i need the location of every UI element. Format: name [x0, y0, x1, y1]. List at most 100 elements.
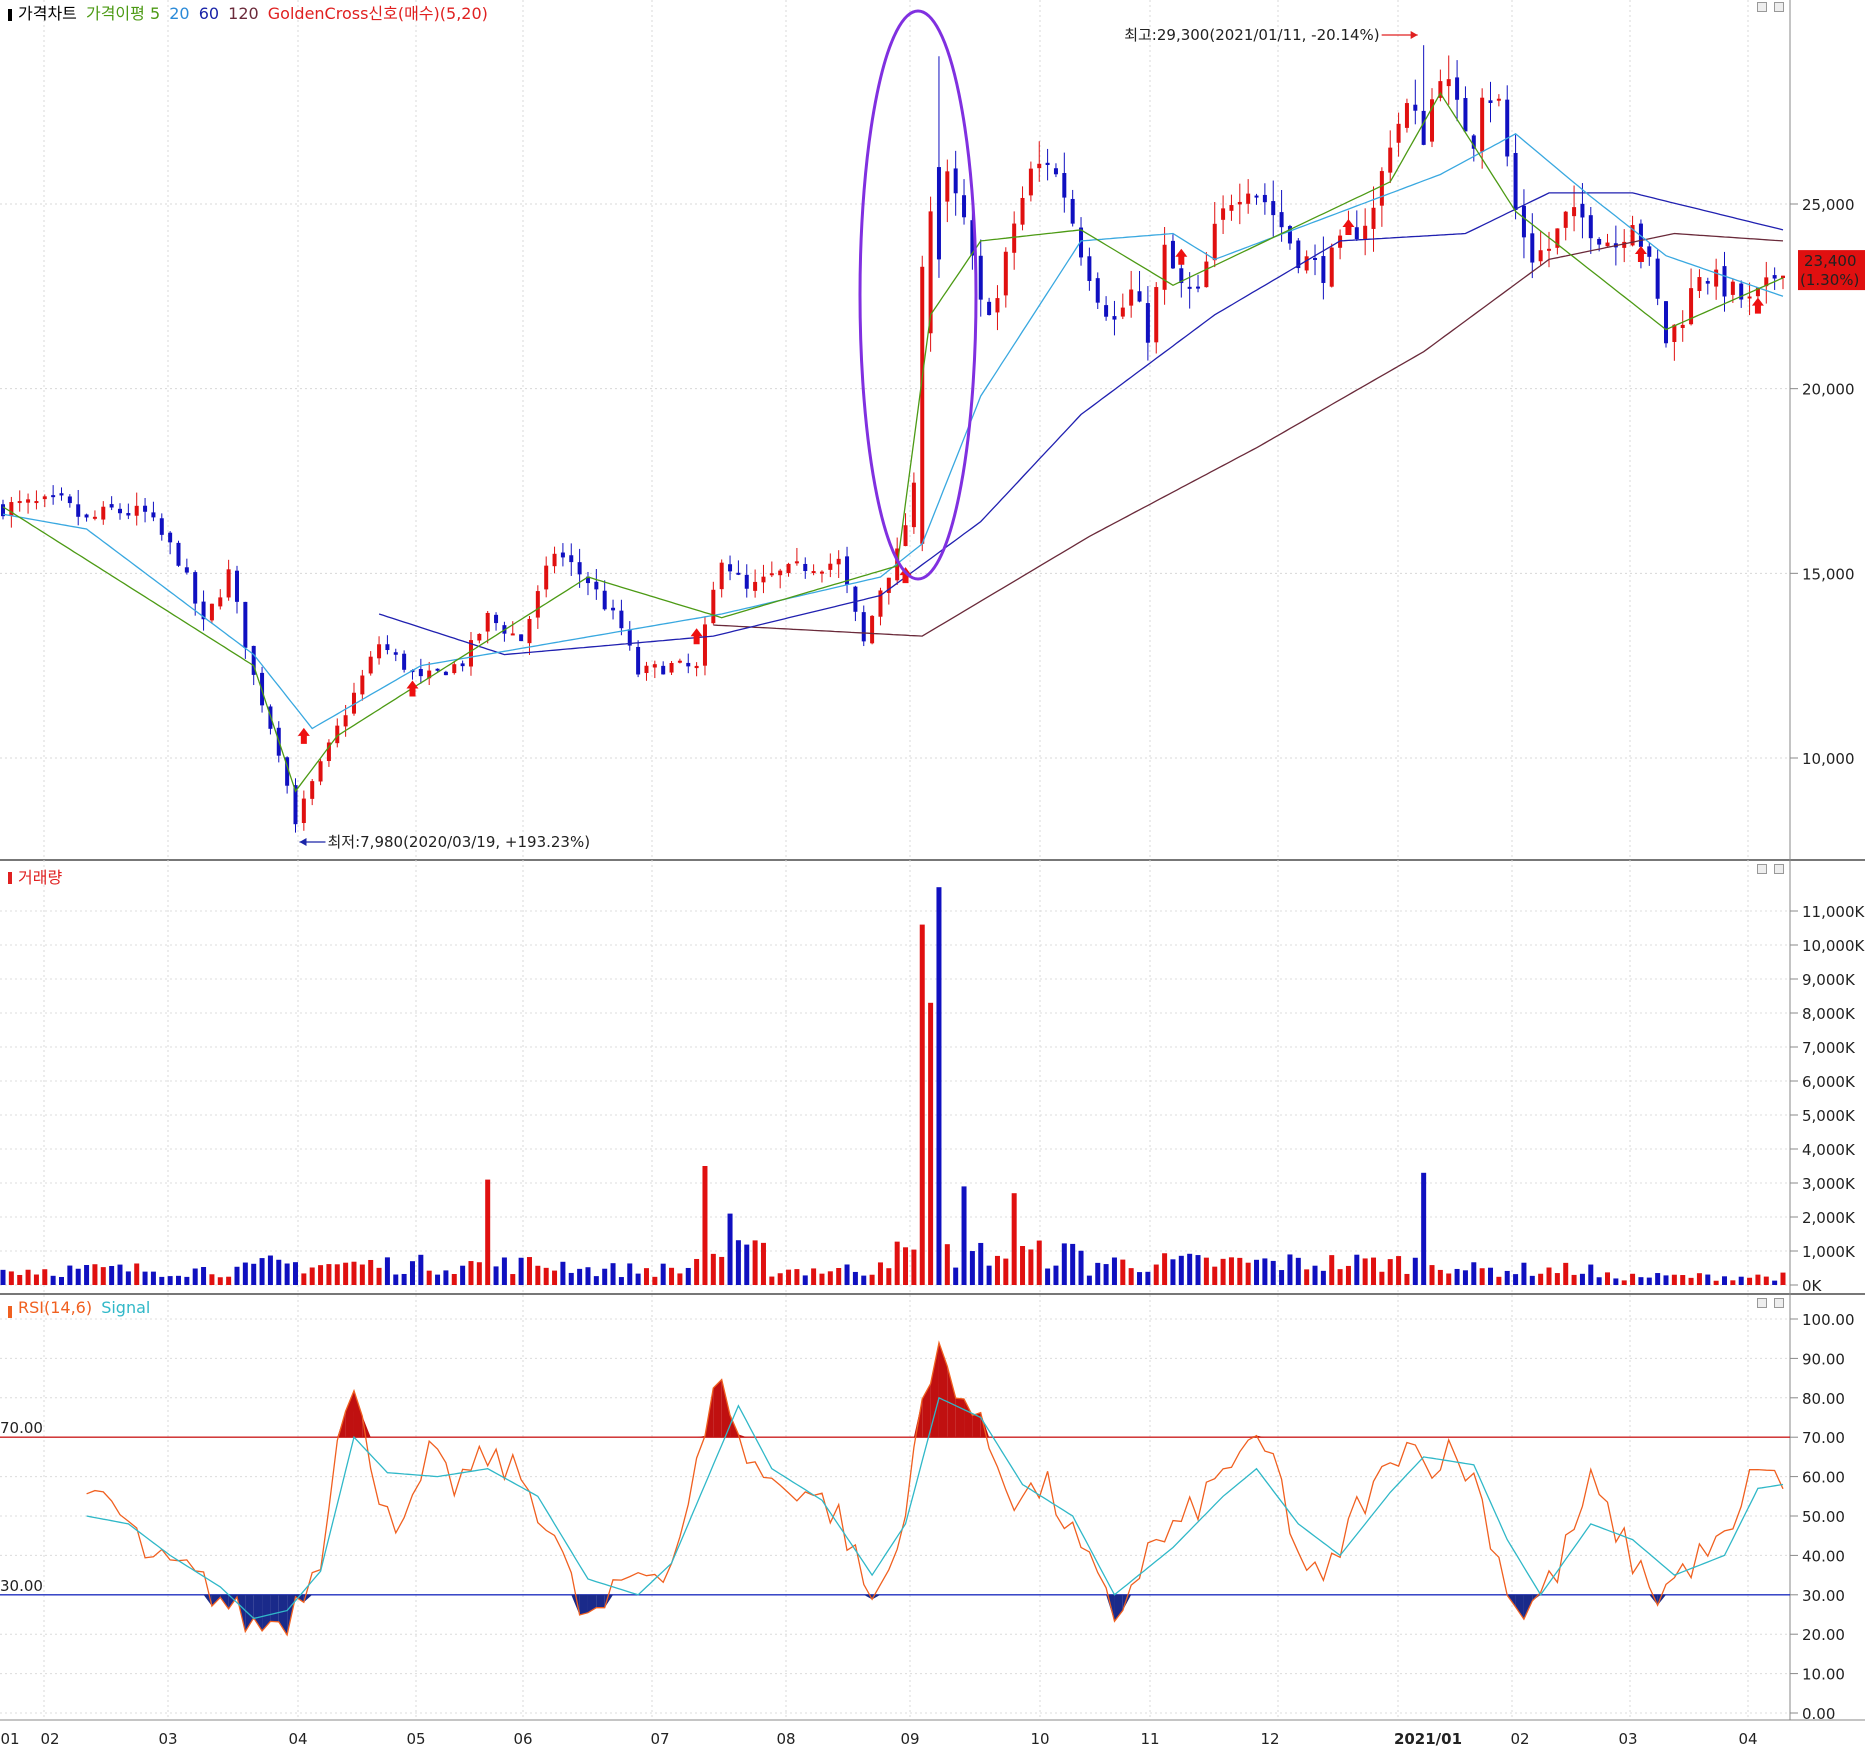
- candle-body: [1062, 173, 1067, 198]
- candle-body: [209, 603, 214, 621]
- rsi-y-tick-label: 70.00: [1802, 1429, 1845, 1447]
- volume-bar: [8, 1271, 14, 1285]
- rsi-overbought-fill: [713, 1379, 722, 1438]
- price-panel-minimize-button[interactable]: [1757, 2, 1767, 12]
- volume-y-tick-label: 3,000K: [1802, 1175, 1856, 1193]
- rsi-signal-line: [86, 1396, 1784, 1620]
- volume-bar: [109, 1265, 115, 1285]
- volume-bar: [25, 1269, 31, 1285]
- candle-body: [920, 266, 925, 544]
- volume-bar: [1162, 1253, 1168, 1285]
- volume-bar: [284, 1263, 290, 1285]
- volume-bar: [251, 1263, 257, 1285]
- golden-cross-arrow: [690, 628, 703, 645]
- candle-body: [761, 576, 766, 583]
- volume-bar: [1011, 1193, 1017, 1285]
- volume-bar: [468, 1261, 474, 1285]
- x-tick-label: 04: [1738, 1730, 1757, 1748]
- candle-body: [1304, 256, 1309, 271]
- volume-bars: [0, 887, 1786, 1285]
- candle-body: [686, 662, 691, 667]
- volume-bar: [184, 1276, 190, 1285]
- candle-body: [360, 675, 365, 695]
- golden-cross-arrow: [297, 727, 310, 744]
- volume-bar: [92, 1264, 98, 1285]
- candle-body: [611, 607, 616, 611]
- volume-bar: [735, 1240, 741, 1285]
- volume-bar: [100, 1267, 106, 1285]
- candle-body: [1404, 103, 1409, 128]
- x-tick-label: 08: [776, 1730, 795, 1748]
- candle-body: [402, 653, 407, 670]
- high-price-annotation: 최고:29,300(2021/01/11, -20.14%): [1124, 26, 1379, 44]
- volume-bar: [1254, 1259, 1260, 1285]
- candle-body: [1488, 100, 1493, 103]
- volume-panel-close-button[interactable]: [1774, 864, 1784, 874]
- volume-bar: [134, 1263, 140, 1285]
- volume-bar: [1295, 1257, 1301, 1285]
- candle-body: [26, 499, 31, 503]
- candle-body: [928, 211, 933, 334]
- volume-bar: [217, 1277, 223, 1285]
- volume-bar: [1312, 1265, 1318, 1285]
- candle-body: [970, 220, 975, 256]
- candle-body: [335, 725, 340, 744]
- rsi-oversold-fill: [1106, 1594, 1115, 1622]
- rsi-oversold-fill: [1515, 1594, 1524, 1620]
- volume-bar: [1563, 1262, 1569, 1285]
- volume-bar: [351, 1261, 357, 1285]
- volume-bar: [292, 1262, 298, 1285]
- candle-body: [201, 601, 206, 620]
- candle-body: [1664, 301, 1669, 344]
- volume-bar: [1446, 1273, 1452, 1285]
- ma60-line: [378, 192, 1784, 656]
- candle-body: [117, 508, 122, 514]
- candle-body: [644, 665, 649, 674]
- volume-bar: [1538, 1273, 1544, 1285]
- golden-cross-arrow: [1751, 297, 1764, 314]
- price-panel-close-button[interactable]: [1774, 2, 1784, 12]
- rsi-panel-minimize-button[interactable]: [1757, 1298, 1767, 1308]
- candle-body: [1338, 235, 1343, 248]
- volume-bar: [836, 1267, 842, 1285]
- rsi-panel-close-button[interactable]: [1774, 1298, 1784, 1308]
- volume-bar: [259, 1258, 265, 1285]
- candle-body: [1296, 240, 1301, 269]
- candle-body: [1388, 147, 1393, 173]
- rsi-overbought-fill: [930, 1342, 939, 1438]
- ma120-line: [713, 232, 1784, 637]
- volume-bar: [627, 1263, 633, 1285]
- volume-bar: [1630, 1273, 1636, 1285]
- candle-body: [1722, 266, 1727, 297]
- candle-body: [293, 785, 298, 825]
- volume-bar: [1646, 1277, 1652, 1285]
- candle-body: [1555, 228, 1560, 248]
- volume-bar: [1613, 1278, 1619, 1285]
- volume-bar: [460, 1265, 466, 1285]
- volume-bar: [752, 1240, 758, 1285]
- candle-body: [84, 514, 89, 518]
- volume-bar: [1170, 1259, 1176, 1285]
- volume-bar: [1387, 1259, 1393, 1285]
- candle-body: [452, 664, 457, 674]
- volume-bar: [426, 1270, 432, 1285]
- volume-panel-minimize-button[interactable]: [1757, 864, 1767, 874]
- rsi-y-tick-label: 20.00: [1802, 1626, 1845, 1644]
- candle-body: [911, 482, 916, 528]
- volume-bar: [485, 1179, 491, 1285]
- candle-body: [519, 634, 524, 642]
- volume-bar: [869, 1274, 875, 1285]
- volume-bar: [510, 1274, 516, 1285]
- candle-body: [936, 167, 941, 260]
- candle-body: [1521, 205, 1526, 238]
- candle-body: [1764, 277, 1769, 287]
- volume-bar: [50, 1275, 56, 1285]
- volume-bar: [1095, 1262, 1101, 1285]
- candle-body: [1087, 256, 1092, 281]
- current-price-label: 23,400: [1804, 252, 1857, 270]
- volume-bar: [1772, 1280, 1778, 1285]
- rsi-y-tick-label: 80.00: [1802, 1390, 1845, 1408]
- volume-bar: [610, 1263, 616, 1285]
- volume-bar: [685, 1267, 691, 1285]
